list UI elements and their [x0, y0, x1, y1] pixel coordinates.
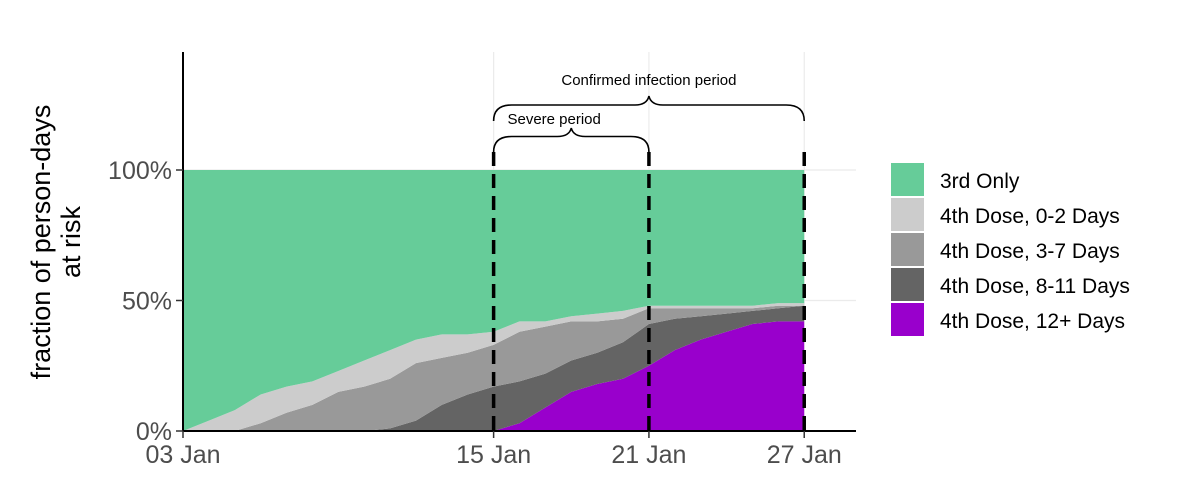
y-tick-label-0: 0%	[136, 418, 172, 446]
period-lines	[491, 152, 806, 431]
y-tick-label-100: 100%	[108, 157, 172, 185]
y-axis-label: fraction of person-days at risk	[26, 105, 86, 380]
area-3rd-only	[183, 170, 805, 431]
legend: 3rd Only 4th Dose, 0-2 Days 4th Dose, 3-7 …	[891, 163, 1130, 336]
y-tick-label-50: 50%	[122, 288, 172, 316]
legend-key-4th-dose-12-days	[891, 303, 924, 336]
legend-label-4th-dose-12-days: 4th Dose, 12+ Days	[940, 310, 1125, 333]
axes: 0% 50% 100% 03 Jan 15 Jan 21 Jan 27 Jan	[108, 52, 856, 469]
legend-key-4th-dose-0-2-days	[891, 198, 924, 231]
brace-severe-period	[492, 127, 650, 153]
x-tick-label-03-jan: 03 Jan	[145, 441, 220, 469]
x-tick-label-27-jan: 27 Jan	[767, 441, 842, 469]
legend-label-3rd-only: 3rd Only	[940, 170, 1020, 193]
y-axis-label-line-2: at risk	[56, 205, 86, 278]
area-4th-dose-0-2-days	[183, 303, 805, 431]
legend-key-4th-dose-8-11-days	[891, 268, 924, 301]
legend-label-4th-dose-0-2-days: 4th Dose, 0-2 Days	[940, 205, 1120, 228]
legend-key-3rd-only	[891, 163, 924, 196]
legend-label-4th-dose-3-7-days: 4th Dose, 3-7 Days	[940, 240, 1120, 263]
annotation-confirmed-infection-period: Confirmed infection period	[561, 72, 736, 89]
legend-label-4th-dose-8-11-days: 4th Dose, 8-11 Days	[940, 275, 1130, 298]
y-axis-label-line-1: fraction of person-days	[26, 105, 56, 380]
annotation-severe-period: Severe period	[507, 111, 600, 128]
area-4th-dose-3-7-days	[183, 305, 805, 431]
period-annotations: Severe period Confirmed infection period	[492, 72, 806, 153]
x-tick-label-15-jan: 15 Jan	[456, 441, 531, 469]
brace-confirmed-infection-period	[492, 95, 806, 122]
x-tick-label-21-jan: 21 Jan	[611, 441, 686, 469]
legend-key-4th-dose-3-7-days	[891, 233, 924, 266]
